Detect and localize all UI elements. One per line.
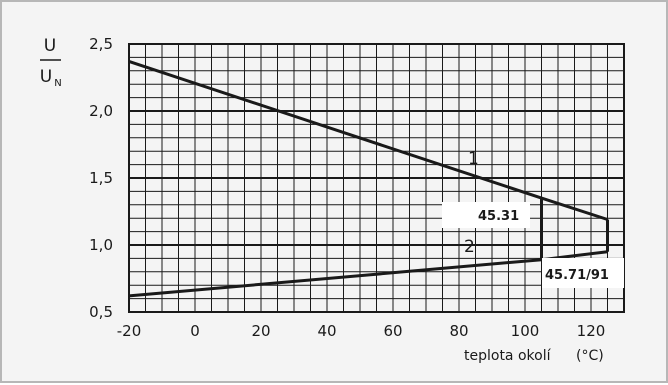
annotation-45-31: 45.31 [478,209,519,224]
x-tick-label: 120 [577,322,606,340]
x-tick-label: 60 [383,322,402,340]
x-tick-labels: -20 0 20 40 60 80 100 120 [117,322,606,340]
y-tick-label: 1,0 [89,236,113,254]
x-tick-label: 80 [449,322,468,340]
y-tick-label: 0,5 [89,303,113,321]
x-axis-label: teplota okolí [464,348,552,364]
series-line-1 [128,59,608,221]
y-tick-labels: 0,5 1,0 1,5 2,0 2,5 [89,35,113,321]
x-axis-unit: (°C) [576,348,604,364]
annotation-45-71: 45.71/91 [545,268,609,283]
curve-label-1: 1 [468,149,479,169]
y-tick-label: 2,5 [89,35,113,53]
y-axis-label-subscript: N [54,78,61,89]
curve-label-2: 2 [464,237,475,257]
annotation-45-31-box [442,202,530,228]
y-axis-label-bottom: U [40,67,52,87]
plot-border [128,43,625,313]
x-tick-label: 40 [317,322,336,340]
x-tick-label: 0 [190,322,200,340]
boundary-lines [540,198,609,260]
y-tick-label: 1,5 [89,169,113,187]
x-tick-label: 20 [251,322,270,340]
y-axis-label-top: U [44,36,56,56]
y-tick-label: 2,0 [89,102,113,120]
annotation-45-71-box [542,258,624,288]
x-tick-label: 100 [511,322,540,340]
y-axis-label: U U N [40,36,62,89]
x-tick-label: -20 [117,322,142,340]
